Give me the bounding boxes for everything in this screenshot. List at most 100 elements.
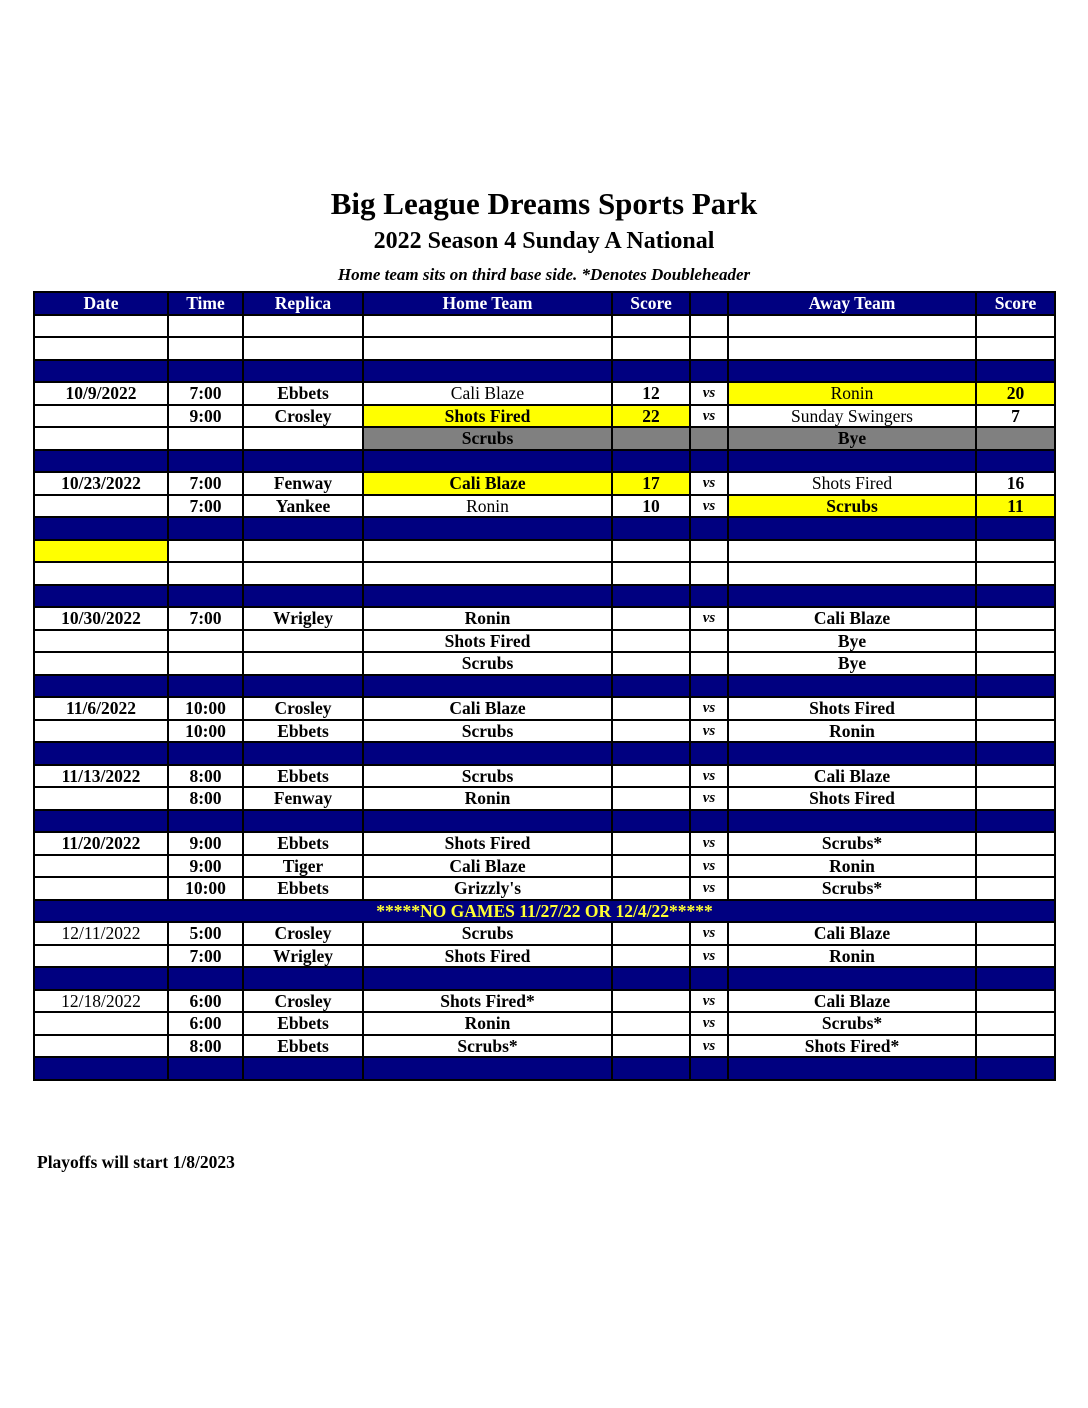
cell-away-team bbox=[727, 538, 977, 563]
table-row: 10/30/2022 7:00 Wrigley Ronin vs Cali Blaze bbox=[33, 606, 1056, 631]
cell-vs: vs bbox=[689, 696, 729, 721]
cell-away-score bbox=[975, 763, 1056, 788]
schedule-note: Home team sits on third base side. *Deno… bbox=[337, 265, 751, 284]
cell-away-team bbox=[727, 358, 977, 383]
cell-vs: vs bbox=[689, 943, 729, 968]
cell-home-team bbox=[362, 358, 613, 383]
cell-home-score bbox=[611, 1011, 691, 1036]
cell-away-team: Ronin bbox=[727, 943, 977, 968]
column-header-time: Time bbox=[167, 291, 244, 316]
cell-home-team: Ronin bbox=[362, 786, 613, 811]
cell-away-team bbox=[727, 1056, 977, 1081]
cell-replica: Ebbets bbox=[242, 718, 364, 743]
cell-date: 12/18/2022 bbox=[33, 988, 169, 1013]
cell-date bbox=[33, 1033, 169, 1058]
cell-home-team bbox=[362, 448, 613, 473]
cell-vs: vs bbox=[689, 831, 729, 856]
cell-vs: vs bbox=[689, 403, 729, 428]
schedule-table: Date Time Replica Home Team Score Away Team Sc… bbox=[33, 291, 1056, 1081]
cell-replica: Ebbets bbox=[242, 763, 364, 788]
cell-vs bbox=[689, 628, 729, 653]
cell-away-score bbox=[975, 313, 1056, 338]
column-header-away-score: Score bbox=[975, 291, 1056, 316]
cell-time: 8:00 bbox=[167, 786, 244, 811]
cell-date bbox=[33, 336, 169, 361]
cell-home-team bbox=[362, 313, 613, 338]
table-row: 8:00 Ebbets Scrubs* vs Shots Fired* bbox=[33, 1033, 1056, 1058]
cell-replica bbox=[242, 651, 364, 676]
cell-home-score bbox=[611, 516, 691, 541]
cell-home-score bbox=[611, 988, 691, 1013]
cell-home-team bbox=[362, 808, 613, 833]
cell-vs bbox=[689, 651, 729, 676]
cell-away-score bbox=[975, 1056, 1056, 1081]
cell-replica: Crosley bbox=[242, 921, 364, 946]
cell-away-team bbox=[727, 583, 977, 608]
cell-replica bbox=[242, 561, 364, 586]
cell-vs bbox=[689, 1056, 729, 1081]
cell-vs: vs bbox=[689, 786, 729, 811]
cell-home-team bbox=[362, 673, 613, 698]
cell-vs bbox=[689, 448, 729, 473]
separator-row bbox=[33, 673, 1056, 698]
cell-time: 8:00 bbox=[167, 1033, 244, 1058]
cell-home-team bbox=[362, 583, 613, 608]
cell-away-score bbox=[975, 358, 1056, 383]
cell-home-score bbox=[611, 358, 691, 383]
cell-away-score bbox=[975, 673, 1056, 698]
cell-home-team: Scrubs bbox=[362, 651, 613, 676]
cell-away-team: Bye bbox=[727, 628, 977, 653]
cell-away-score bbox=[975, 966, 1056, 991]
cell-away-score bbox=[975, 831, 1056, 856]
cell-home-score bbox=[611, 786, 691, 811]
cell-replica: Fenway bbox=[242, 471, 364, 496]
cell-home-team bbox=[362, 561, 613, 586]
cell-away-team: Ronin bbox=[727, 718, 977, 743]
cell-date: 10/30/2022 bbox=[33, 606, 169, 631]
separator-row bbox=[33, 358, 1056, 383]
cell-home-score bbox=[611, 1056, 691, 1081]
cell-vs: vs bbox=[689, 381, 729, 406]
cell-away-score bbox=[975, 336, 1056, 361]
cell-away-team: Scrubs bbox=[727, 493, 977, 518]
cell-replica: Yankee bbox=[242, 493, 364, 518]
empty-row bbox=[33, 313, 1056, 338]
cell-time bbox=[167, 741, 244, 766]
cell-home-team: Ronin bbox=[362, 606, 613, 631]
cell-date: 12/11/2022 bbox=[33, 921, 169, 946]
cell-vs bbox=[689, 966, 729, 991]
cell-replica: Ebbets bbox=[242, 1011, 364, 1036]
empty-row bbox=[33, 538, 1056, 563]
cell-home-team: Shots Fired bbox=[362, 628, 613, 653]
cell-away-team bbox=[727, 741, 977, 766]
cell-replica: Ebbets bbox=[242, 1033, 364, 1058]
cell-date: 10/23/2022 bbox=[33, 471, 169, 496]
cell-replica bbox=[242, 808, 364, 833]
cell-replica bbox=[242, 448, 364, 473]
cell-time bbox=[167, 561, 244, 586]
table-row: 11/13/2022 8:00 Ebbets Scrubs vs Cali Blaze bbox=[33, 763, 1056, 788]
separator-row bbox=[33, 966, 1056, 991]
cell-replica: Fenway bbox=[242, 786, 364, 811]
cell-away-team bbox=[727, 336, 977, 361]
cell-home-team: Cali Blaze bbox=[362, 471, 613, 496]
cell-away-score bbox=[975, 538, 1056, 563]
header-row: Date Time Replica Home Team Score Away Team Sc… bbox=[33, 291, 1056, 316]
cell-away-team: Sunday Swingers bbox=[727, 403, 977, 428]
cell-away-team: Shots Fired bbox=[727, 786, 977, 811]
column-header-date: Date bbox=[33, 291, 169, 316]
cell-home-score bbox=[611, 673, 691, 698]
cell-away-team: Ronin bbox=[727, 381, 977, 406]
cell-home-team: Shots Fired bbox=[362, 831, 613, 856]
cell-away-score: 16 bbox=[975, 471, 1056, 496]
cell-replica bbox=[242, 426, 364, 451]
cell-away-team: Cali Blaze bbox=[727, 921, 977, 946]
cell-home-score bbox=[611, 853, 691, 878]
cell-date: 10/9/2022 bbox=[33, 381, 169, 406]
cell-home-score bbox=[611, 808, 691, 833]
cell-away-team: Cali Blaze bbox=[727, 988, 977, 1013]
cell-vs bbox=[689, 673, 729, 698]
cell-date bbox=[33, 741, 169, 766]
column-header-replica: Replica bbox=[242, 291, 364, 316]
cell-vs: vs bbox=[689, 763, 729, 788]
